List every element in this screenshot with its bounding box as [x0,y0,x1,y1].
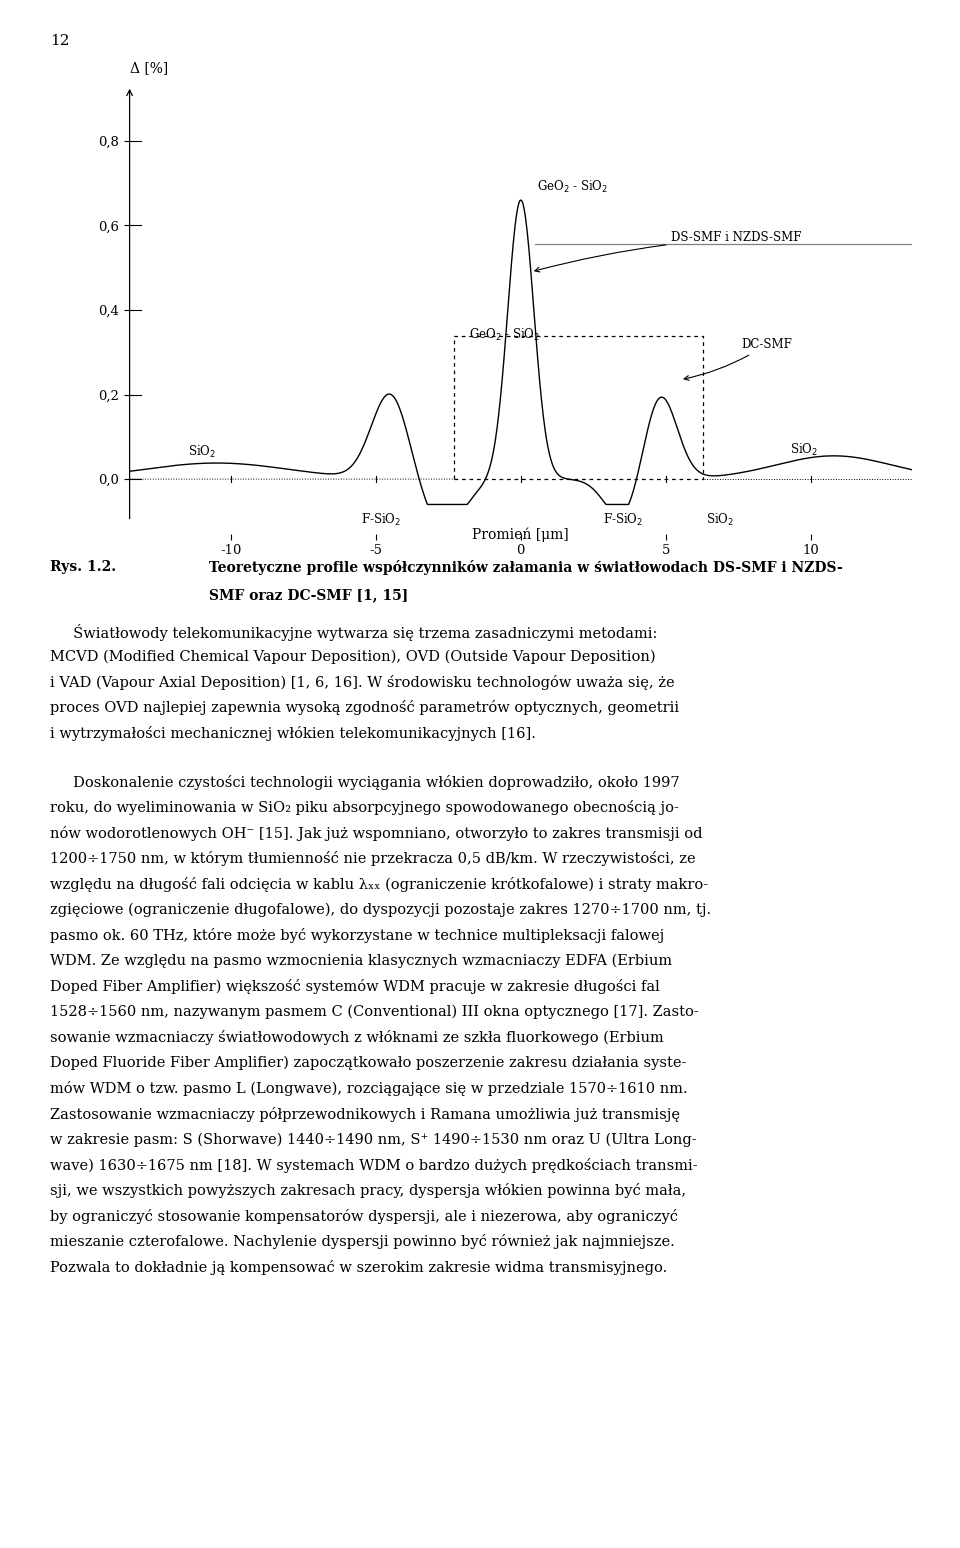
Text: Doped Fluoride Fiber Amplifier⁠) zapoczątkowało poszerzenie zakresu działania sy: Doped Fluoride Fiber Amplifier⁠) zapoczą… [50,1056,686,1070]
Text: Pozwala to dokładnie ją kompensować w szerokim zakresie widma transmisyjnego.: Pozwala to dokładnie ją kompensować w sz… [50,1260,667,1276]
Text: Doped Fiber Amplifier⁠) większość systemów WDM pracuje w zakresie długości fal: Doped Fiber Amplifier⁠) większość system… [50,978,660,994]
Text: Światłowody telekomunikacyjne wytwarza się trzema zasadniczymi metodami:: Światłowody telekomunikacyjne wytwarza s… [50,624,658,641]
Text: sji, we wszystkich powyższych zakresach pracy, dyspersja włókien powinna być mał: sji, we wszystkich powyższych zakresach … [50,1183,686,1198]
Text: 1528÷1560 nm, nazywanym pasmem C (⁠Conventional⁠) III okna optycznego [17]. Zast: 1528÷1560 nm, nazywanym pasmem C (⁠Conve… [50,1005,699,1019]
Text: Δ [%]: Δ [%] [130,62,168,76]
Text: nów wodorotlenowych OH⁻ [15]. Jak już wspomniano, otworzyło to zakres transmisji: nów wodorotlenowych OH⁻ [15]. Jak już ws… [50,825,703,841]
Text: 1200÷1750 nm, w którym tłumienność nie przekracza 0,5 dB/km. W rzeczywistości, z: 1200÷1750 nm, w którym tłumienność nie p… [50,851,696,867]
Text: MCVD (⁠⁠⁠Modified Chemical Vapour Deposition⁠), OVD (⁠Outside Vapour Deposition⁠: MCVD (⁠⁠⁠Modified Chemical Vapour Deposi… [50,650,656,664]
Text: SMF oraz DC-SMF [1, 15]: SMF oraz DC-SMF [1, 15] [209,588,409,602]
Bar [454,336,704,478]
Text: Zastosowanie wzmacniaczy półprzewodnikowych i Ramana umożliwia już transmisję: Zastosowanie wzmacniaczy półprzewodnikow… [50,1107,680,1122]
Text: Doskonalenie czystości technologii wyciągania włókien doprowadziło, około 1997: Doskonalenie czystości technologii wycią… [50,774,680,789]
Text: zgięciowe (ograniczenie długofalowe), do dyspozycji pozostaje zakres 1270÷1700 n: zgięciowe (ograniczenie długofalowe), do… [50,902,711,916]
Text: 12: 12 [50,34,69,48]
Text: Rys. 1.2.: Rys. 1.2. [50,560,116,574]
Text: DC-SMF: DC-SMF [684,337,792,381]
Text: wave⁠) 1630÷1675 nm [18]. W systemach WDM o bardzo dużych prędkościach transmi-: wave⁠) 1630÷1675 nm [18]. W systemach WD… [50,1158,698,1173]
Text: SiO$_2$: SiO$_2$ [187,444,216,460]
Text: mów WDM o tzw. pasmo L (⁠Longwave⁠), rozciągające się w przedziale 1570÷1610 nm.: mów WDM o tzw. pasmo L (⁠Longwave⁠), roz… [50,1081,687,1096]
Text: pasmo ok. 60 THz, które może być wykorzystane w technice multipleksacji falowej: pasmo ok. 60 THz, które może być wykorzy… [50,927,664,943]
Text: proces OVD najlepiej zapewnia wysoką zgodność parametrów optycznych, geometrii: proces OVD najlepiej zapewnia wysoką zgo… [50,700,679,715]
Text: GeO$_2$ - SiO$_2$: GeO$_2$ - SiO$_2$ [468,327,540,344]
Text: i VAD (⁠Vapour Axial Deposition⁠) [1, 6, 16]. W środowisku technologów uważa się: i VAD (⁠Vapour Axial Deposition⁠) [1, 6,… [50,675,675,690]
Text: SiO$_2$: SiO$_2$ [707,512,734,528]
Text: by ograniczyć stosowanie kompensatorów dyspersji, ale i niezerowa, aby ograniczy: by ograniczyć stosowanie kompensatorów d… [50,1209,678,1224]
Text: sowanie wzmacniaczy światłowodowych z włóknami ze szkła fluorkowego (⁠Erbium: sowanie wzmacniaczy światłowodowych z wł… [50,1029,663,1045]
Text: F-SiO$_2$: F-SiO$_2$ [361,512,401,528]
Text: GeO$_2$ - SiO$_2$: GeO$_2$ - SiO$_2$ [537,180,608,195]
Text: Teoretyczne profile współczynników załamania w światłowodach DS-SMF i NZDS-: Teoretyczne profile współczynników załam… [209,560,843,576]
Text: względu na długość fali odcięcia w kablu λₓₓ (ograniczenie krótkofalowe) i strat: względu na długość fali odcięcia w kablu… [50,876,708,892]
Text: Promień [μm]: Promień [μm] [472,528,569,542]
Text: roku, do wyeliminowania w SiO₂ piku absorpcyjnego spowodowanego obecnością jo-: roku, do wyeliminowania w SiO₂ piku abso… [50,800,679,816]
Text: i wytrzymałości mechanicznej włókien telekomunikacyjnych [16].: i wytrzymałości mechanicznej włókien tel… [50,726,536,741]
Text: F-SiO$_2$: F-SiO$_2$ [604,512,643,528]
Text: w zakresie pasm: S (⁠Shorwave⁠) 1440÷1490 nm, S⁺ 1490÷1530 nm oraz U (⁠Ultra Lon: w zakresie pasm: S (⁠Shorwave⁠) 1440÷149… [50,1132,697,1147]
Text: SiO$_2$: SiO$_2$ [790,441,818,458]
Text: mieszanie czterofalowe. Nachylenie dyspersji powinno być również jak najmniejsze: mieszanie czterofalowe. Nachylenie dyspe… [50,1234,675,1249]
Text: DS-SMF i NZDS-SMF: DS-SMF i NZDS-SMF [535,232,802,272]
Text: WDM. Ze względu na pasmo wzmocnienia klasycznych wzmacniaczy EDFA (⁠Erbium: WDM. Ze względu na pasmo wzmocnienia kla… [50,954,672,968]
